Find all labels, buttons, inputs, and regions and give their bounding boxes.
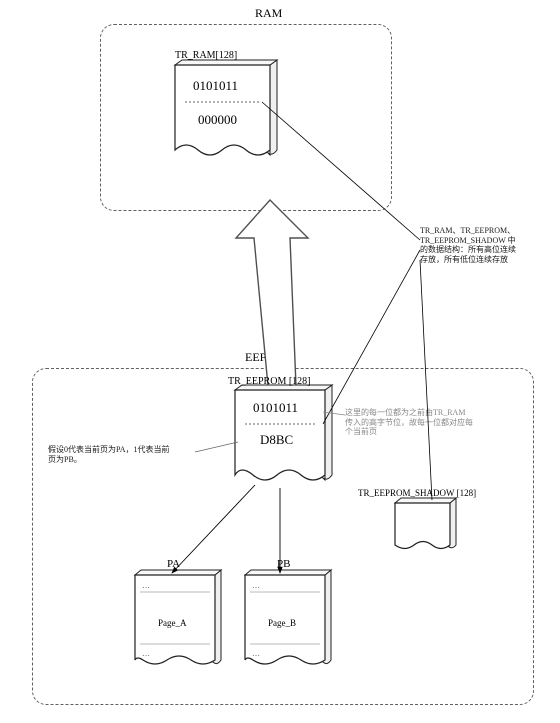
- tr-ram-label: TR_RAM[128]: [175, 50, 237, 61]
- annot-lm-1: 假设0代表当前页为PA，1代表当前: [48, 445, 170, 454]
- annot-rt-1: TR_RAM、TR_EEPROM、: [420, 226, 515, 235]
- tr-eeprom-label: TR_EEPROM [128]: [228, 376, 311, 387]
- tr-ram-line2: 000000: [198, 112, 237, 128]
- page-a-label: Page_A: [158, 618, 187, 628]
- annot-rt-2: TR_EEPROM_SHADOW 中: [420, 236, 516, 245]
- pb-title: PB: [277, 558, 290, 570]
- annot-rm-3: 个当前页: [345, 427, 377, 436]
- ram-box: [100, 24, 392, 211]
- page-b-label: Page_B: [268, 618, 296, 628]
- annot-rm-2: 传入的高字节位，故每一位都对应每: [345, 418, 473, 427]
- annot-lm-2: 页为PB。: [48, 455, 82, 464]
- tr-eeprom-line1: 0101011: [253, 400, 298, 416]
- annotation-right-mid: 这里的每一位都为之前由TR_RAM 传入的高字节位，故每一位都对应每 个当前页: [345, 408, 515, 437]
- tr-ram-line1: 0101011: [193, 78, 238, 94]
- tr-eeprom-line2: D8BC: [260, 432, 293, 448]
- tr-eeprom-shadow-label: TR_EEPROM_SHADOW [128]: [358, 488, 476, 498]
- eeprom-title: EEPROM: [245, 350, 294, 365]
- annot-rm-1: 这里的每一位都为之前由TR_RAM: [345, 408, 465, 417]
- annotation-left-mid: 假设0代表当前页为PA，1代表当前 页为PB。: [48, 445, 213, 464]
- annot-rt-3: 的数据结构：所有高位连续: [420, 245, 516, 254]
- pa-title: PA: [167, 558, 180, 570]
- annotation-right-top: TR_RAM、TR_EEPROM、 TR_EEPROM_SHADOW 中 的数据…: [420, 226, 550, 264]
- ram-title: RAM: [255, 6, 282, 21]
- annot-rt-4: 存放，所有低位连续存放: [420, 255, 508, 264]
